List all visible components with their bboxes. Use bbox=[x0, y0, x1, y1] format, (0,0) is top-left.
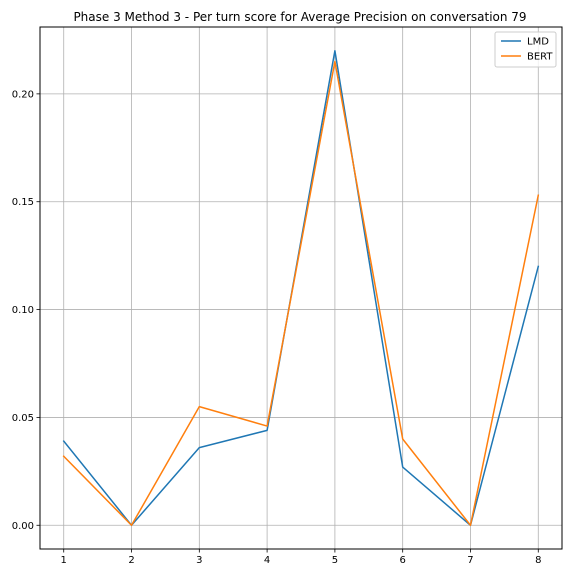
y-tick-label: 0.05 bbox=[12, 413, 34, 424]
series-line-lmd bbox=[62, 49, 540, 527]
x-axis: 1 2 3 4 5 6 7 8 bbox=[61, 549, 541, 566]
x-tick-label: 2 bbox=[128, 555, 134, 566]
y-tick-label: 0.15 bbox=[12, 197, 34, 208]
x-tick-label: 6 bbox=[400, 555, 406, 566]
x-tick-label: 7 bbox=[467, 555, 473, 566]
y-tick-label: 0.20 bbox=[12, 89, 34, 100]
grid bbox=[40, 27, 562, 549]
legend-label: LMD bbox=[527, 37, 549, 48]
chart-title: Phase 3 Method 3 - Per turn score for Av… bbox=[73, 10, 526, 24]
y-tick-label: 0.00 bbox=[12, 521, 34, 532]
legend-label: BERT bbox=[527, 52, 553, 63]
y-tick-label: 0.10 bbox=[12, 305, 34, 316]
x-tick-label: 5 bbox=[332, 555, 338, 566]
series-line-bert bbox=[62, 60, 540, 527]
plot-lines bbox=[62, 49, 540, 527]
x-tick-label: 3 bbox=[196, 555, 202, 566]
x-tick-label: 8 bbox=[535, 555, 541, 566]
x-tick-label: 1 bbox=[61, 555, 67, 566]
legend: LMD BERT bbox=[494, 31, 557, 68]
axes-frame bbox=[39, 26, 563, 550]
x-tick-label: 4 bbox=[264, 555, 270, 566]
y-axis: 0.00 0.05 0.10 0.15 0.20 bbox=[12, 89, 40, 532]
